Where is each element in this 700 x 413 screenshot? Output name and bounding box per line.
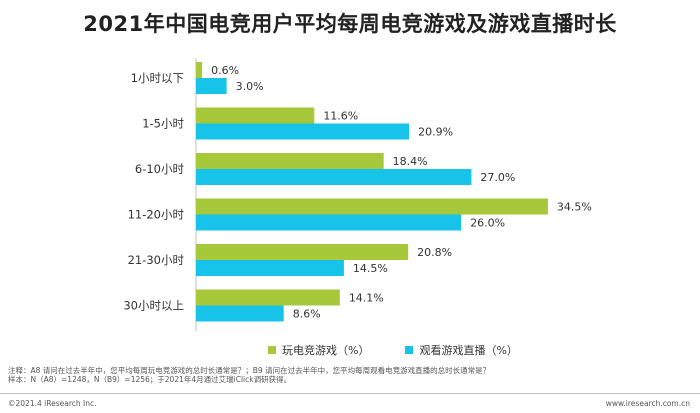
- notes-line-2: 样本：N（A8）=1248，N（B9）=1256；于2021年4月通过艾瑞iCl…: [8, 375, 292, 384]
- category-label: 21-30小时: [128, 253, 185, 267]
- bar-play: [196, 244, 409, 260]
- value-label-play: 14.1%: [349, 292, 384, 305]
- bar-watch: [196, 305, 284, 322]
- category-labels: 1小时以下 1-5小时 6-10小时 11-20小时 21-30小时 30小时以上: [123, 71, 184, 313]
- bar-watch: [196, 123, 410, 140]
- value-label-play: 20.8%: [417, 246, 452, 259]
- category-label: 11-20小时: [128, 208, 185, 222]
- bar-play: [196, 153, 384, 169]
- value-labels: 0.6% 3.0% 11.6% 20.9% 18.4% 27.0% 34.5% 26.0% 20…: [211, 64, 592, 321]
- value-label-watch: 20.9%: [418, 126, 453, 139]
- bars: [196, 62, 548, 322]
- value-label-play: 18.4%: [393, 155, 428, 168]
- legend-label-watch: 观看游戏直播（%）: [419, 344, 518, 357]
- value-label-watch: 14.5%: [353, 262, 388, 275]
- bar-play: [196, 289, 340, 306]
- copyright: ©2021.4 iResearch Inc.: [8, 399, 97, 408]
- bar-watch: [196, 214, 462, 231]
- bar-watch: [196, 78, 227, 94]
- footer-divider: [0, 393, 700, 394]
- value-label-watch: 3.0%: [236, 80, 264, 93]
- value-label-play: 34.5%: [557, 201, 592, 214]
- value-label-watch: 27.0%: [480, 171, 515, 184]
- legend-swatch-play: [268, 346, 276, 354]
- bar-play: [196, 198, 548, 215]
- value-label-watch: 26.0%: [470, 217, 505, 230]
- category-label: 1-5小时: [142, 117, 184, 131]
- value-label-play: 0.6%: [211, 64, 239, 77]
- bar-chart: 1小时以下 1-5小时 6-10小时 11-20小时 21-30小时 30小时以上 0.6…: [123, 58, 592, 331]
- bar-play: [196, 107, 315, 124]
- category-label: 30小时以上: [123, 299, 184, 313]
- chart-title: 2021年中国电竞用户平均每周电竞游戏及游戏直播时长: [83, 12, 617, 36]
- category-label: 6-10小时: [135, 162, 185, 176]
- legend-label-play: 玩电竞游戏（%）: [282, 344, 370, 357]
- legend-item-watch: 观看游戏直播（%）: [405, 342, 518, 358]
- value-label-watch: 8.6%: [293, 308, 321, 321]
- website: www.iresearch.com.cn: [605, 399, 690, 408]
- category-label: 1小时以下: [131, 71, 184, 85]
- bar-watch: [196, 169, 472, 185]
- notes-line-1: 注释：A8 请问在过去半年中，您平均每周玩电竞游戏的总时长通常是？；B9 请问在…: [8, 366, 491, 375]
- bar-play: [196, 62, 203, 78]
- bar-watch: [196, 260, 344, 276]
- legend-item-play: 玩电竞游戏（%）: [268, 342, 369, 358]
- legend: 玩电竞游戏（%） 观看游戏直播（%）: [268, 342, 518, 358]
- legend-swatch-watch: [405, 346, 414, 354]
- notes: 注释：A8 请问在过去半年中，您平均每周玩电竞游戏的总时长通常是？；B9 请问在…: [8, 366, 698, 384]
- value-label-play: 11.6%: [323, 110, 358, 123]
